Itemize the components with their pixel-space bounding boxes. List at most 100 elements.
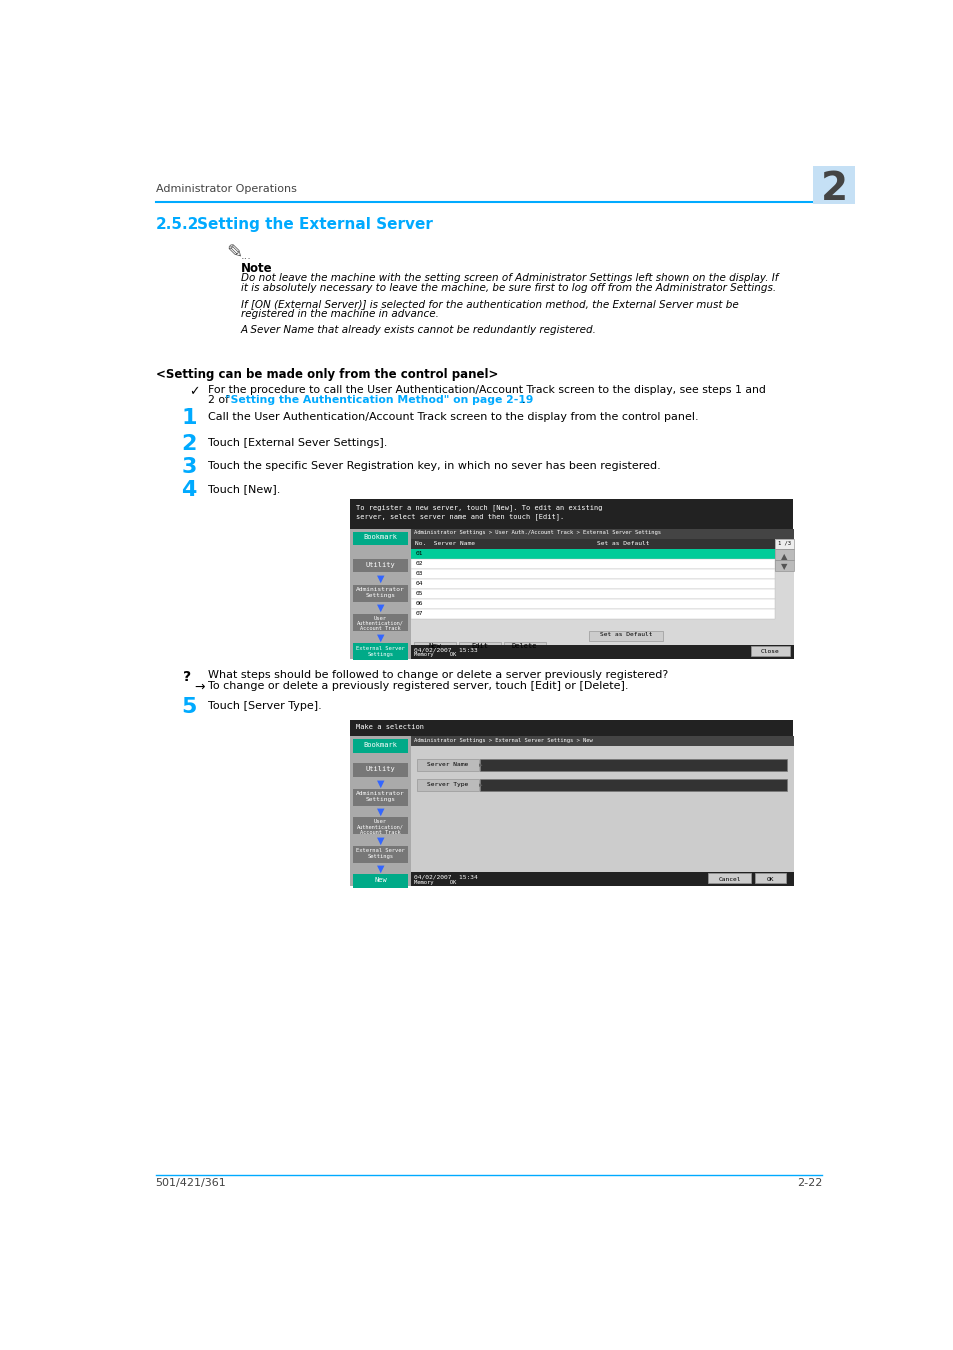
Bar — [410, 570, 774, 579]
Text: To change or delete a previously registered server, touch [Edit] or [Delete].: To change or delete a previously registe… — [208, 680, 628, 691]
Text: Delete: Delete — [512, 643, 537, 649]
Bar — [707, 873, 750, 883]
Text: Do not leave the machine with the setting screen of Administrator Settings left : Do not leave the machine with the settin… — [241, 273, 778, 284]
Bar — [350, 528, 410, 659]
Text: registered in the machine in advance.: registered in the machine in advance. — [241, 309, 438, 319]
Text: Close: Close — [760, 649, 779, 655]
Text: ▼: ▼ — [376, 779, 384, 788]
Bar — [350, 721, 793, 886]
Bar — [410, 736, 793, 886]
Text: 501/421/361: 501/421/361 — [155, 1179, 226, 1188]
Text: No.  Server Name: No. Server Name — [415, 541, 475, 545]
Text: Set as Default: Set as Default — [599, 632, 652, 637]
Text: Authentication/: Authentication/ — [356, 825, 403, 829]
Text: ▼: ▼ — [781, 563, 786, 571]
Text: Touch [External Sever Settings].: Touch [External Sever Settings]. — [208, 437, 387, 448]
Text: 04: 04 — [415, 580, 422, 586]
Text: 1 /3: 1 /3 — [777, 541, 790, 545]
Text: ...: ... — [241, 251, 252, 261]
Bar — [410, 559, 774, 570]
Text: Note: Note — [241, 262, 273, 275]
Bar — [410, 590, 774, 599]
Bar — [812, 166, 855, 204]
Text: Settings: Settings — [365, 593, 395, 598]
Text: User: User — [374, 819, 387, 823]
Text: Administrator Settings > External Server Settings > New: Administrator Settings > External Server… — [414, 738, 592, 742]
Text: it is absolutely necessary to leave the machine, be sure first to log off from t: it is absolutely necessary to leave the … — [241, 284, 775, 293]
Bar — [353, 585, 407, 602]
Text: ✎: ✎ — [226, 243, 242, 263]
Bar — [353, 788, 407, 806]
Bar — [414, 641, 456, 652]
Text: Administrator: Administrator — [355, 587, 404, 593]
Bar — [774, 560, 793, 571]
Text: Account Track: Account Track — [359, 626, 400, 632]
Text: 2.5.2: 2.5.2 — [155, 217, 199, 232]
Bar — [410, 539, 774, 549]
Text: ▼: ▼ — [376, 807, 384, 817]
Text: Account Track: Account Track — [359, 830, 400, 834]
Bar — [410, 872, 793, 886]
Bar — [458, 641, 500, 652]
Text: 03: 03 — [415, 571, 422, 576]
Text: <Setting can be made only from the control panel>: <Setting can be made only from the contr… — [155, 369, 497, 381]
Bar — [410, 528, 793, 539]
Text: 2: 2 — [821, 170, 847, 208]
Text: Touch [Server Type].: Touch [Server Type]. — [208, 701, 322, 711]
Text: .: . — [521, 396, 525, 405]
Text: New: New — [374, 878, 386, 883]
Bar — [480, 779, 786, 791]
Bar — [410, 645, 793, 659]
Text: OK: OK — [765, 876, 773, 882]
Bar — [350, 736, 410, 886]
Bar — [410, 609, 774, 620]
Text: Settings: Settings — [367, 652, 393, 656]
Bar — [350, 721, 793, 736]
Text: 07: 07 — [415, 612, 422, 616]
Text: Call the User Authentication/Account Track screen to the display from the contro: Call the User Authentication/Account Tra… — [208, 412, 699, 423]
Text: Utility: Utility — [365, 562, 395, 567]
Bar — [353, 643, 407, 660]
Text: Utility: Utility — [365, 767, 395, 772]
Text: 04/02/2007  15:33: 04/02/2007 15:33 — [414, 647, 477, 652]
Bar — [353, 817, 407, 834]
Text: 2: 2 — [181, 433, 196, 454]
Text: ▼: ▼ — [376, 632, 384, 643]
Bar — [353, 763, 407, 778]
Text: 2-22: 2-22 — [796, 1179, 821, 1188]
Bar — [350, 500, 793, 528]
Bar — [503, 641, 545, 652]
Bar — [410, 599, 774, 609]
Bar — [416, 779, 478, 791]
Bar — [410, 579, 774, 590]
Bar — [416, 759, 478, 771]
Bar — [410, 736, 793, 747]
Text: Administrator Settings > User Auth./Account Track > External Server Settings: Administrator Settings > User Auth./Acco… — [414, 531, 660, 535]
Text: External Server: External Server — [355, 645, 404, 651]
Bar — [353, 532, 407, 545]
Text: New: New — [428, 643, 440, 649]
Text: ▲: ▲ — [781, 552, 786, 560]
Text: External Server: External Server — [355, 848, 404, 853]
Bar — [410, 549, 774, 559]
Text: 5: 5 — [181, 697, 196, 717]
Text: 04/02/2007  15:34: 04/02/2007 15:34 — [414, 875, 477, 879]
Text: 05: 05 — [415, 591, 422, 595]
Bar — [410, 747, 793, 872]
Text: Settings: Settings — [365, 798, 395, 802]
Text: "Setting the Authentication Method" on page 2-19: "Setting the Authentication Method" on p… — [225, 396, 534, 405]
Bar — [353, 738, 407, 752]
Text: ▸: ▸ — [478, 761, 482, 768]
Bar — [588, 630, 661, 641]
Bar — [774, 539, 793, 549]
Text: 1: 1 — [181, 409, 196, 428]
Text: ▼: ▼ — [376, 603, 384, 613]
Text: Server Name: Server Name — [427, 761, 468, 767]
Text: Make a selection: Make a selection — [356, 724, 424, 730]
Text: server, select server name and then touch [Edit].: server, select server name and then touc… — [356, 513, 564, 520]
Text: 02: 02 — [415, 560, 422, 566]
Bar — [480, 759, 786, 771]
Text: ▼: ▼ — [376, 836, 384, 845]
Text: Setting the External Server: Setting the External Server — [196, 217, 432, 232]
Text: ✓: ✓ — [189, 385, 199, 398]
